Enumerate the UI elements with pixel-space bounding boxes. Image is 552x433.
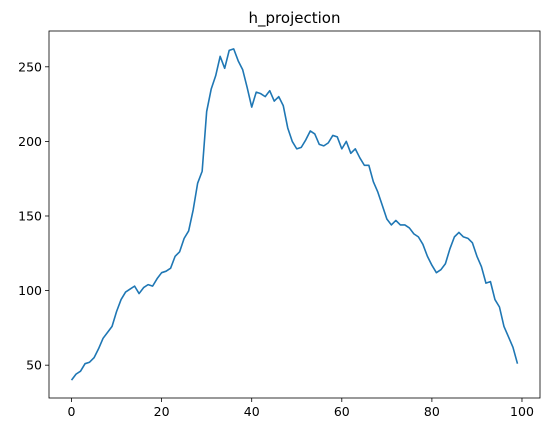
plot-area (70, 48, 519, 381)
x-tick-label: 60 (334, 404, 350, 419)
series-line-0 (70, 48, 519, 381)
y-tick-label: 150 (18, 208, 42, 223)
x-axis: 0 20 40 60 80 100 (68, 398, 534, 419)
x-tick-label: 0 (68, 404, 76, 419)
x-tick-label: 100 (510, 404, 534, 419)
y-axis: 50 100 150 200 250 (18, 59, 49, 373)
y-tick-label: 200 (18, 134, 42, 149)
chart-title: h_projection (249, 9, 341, 28)
y-tick-label: 100 (18, 283, 42, 298)
x-tick-label: 20 (154, 404, 170, 419)
x-tick-label: 80 (424, 404, 440, 419)
y-tick-label: 50 (26, 358, 42, 373)
x-tick-label: 40 (244, 404, 260, 419)
plot-frame (48, 30, 541, 399)
y-tick-label: 250 (18, 59, 42, 74)
